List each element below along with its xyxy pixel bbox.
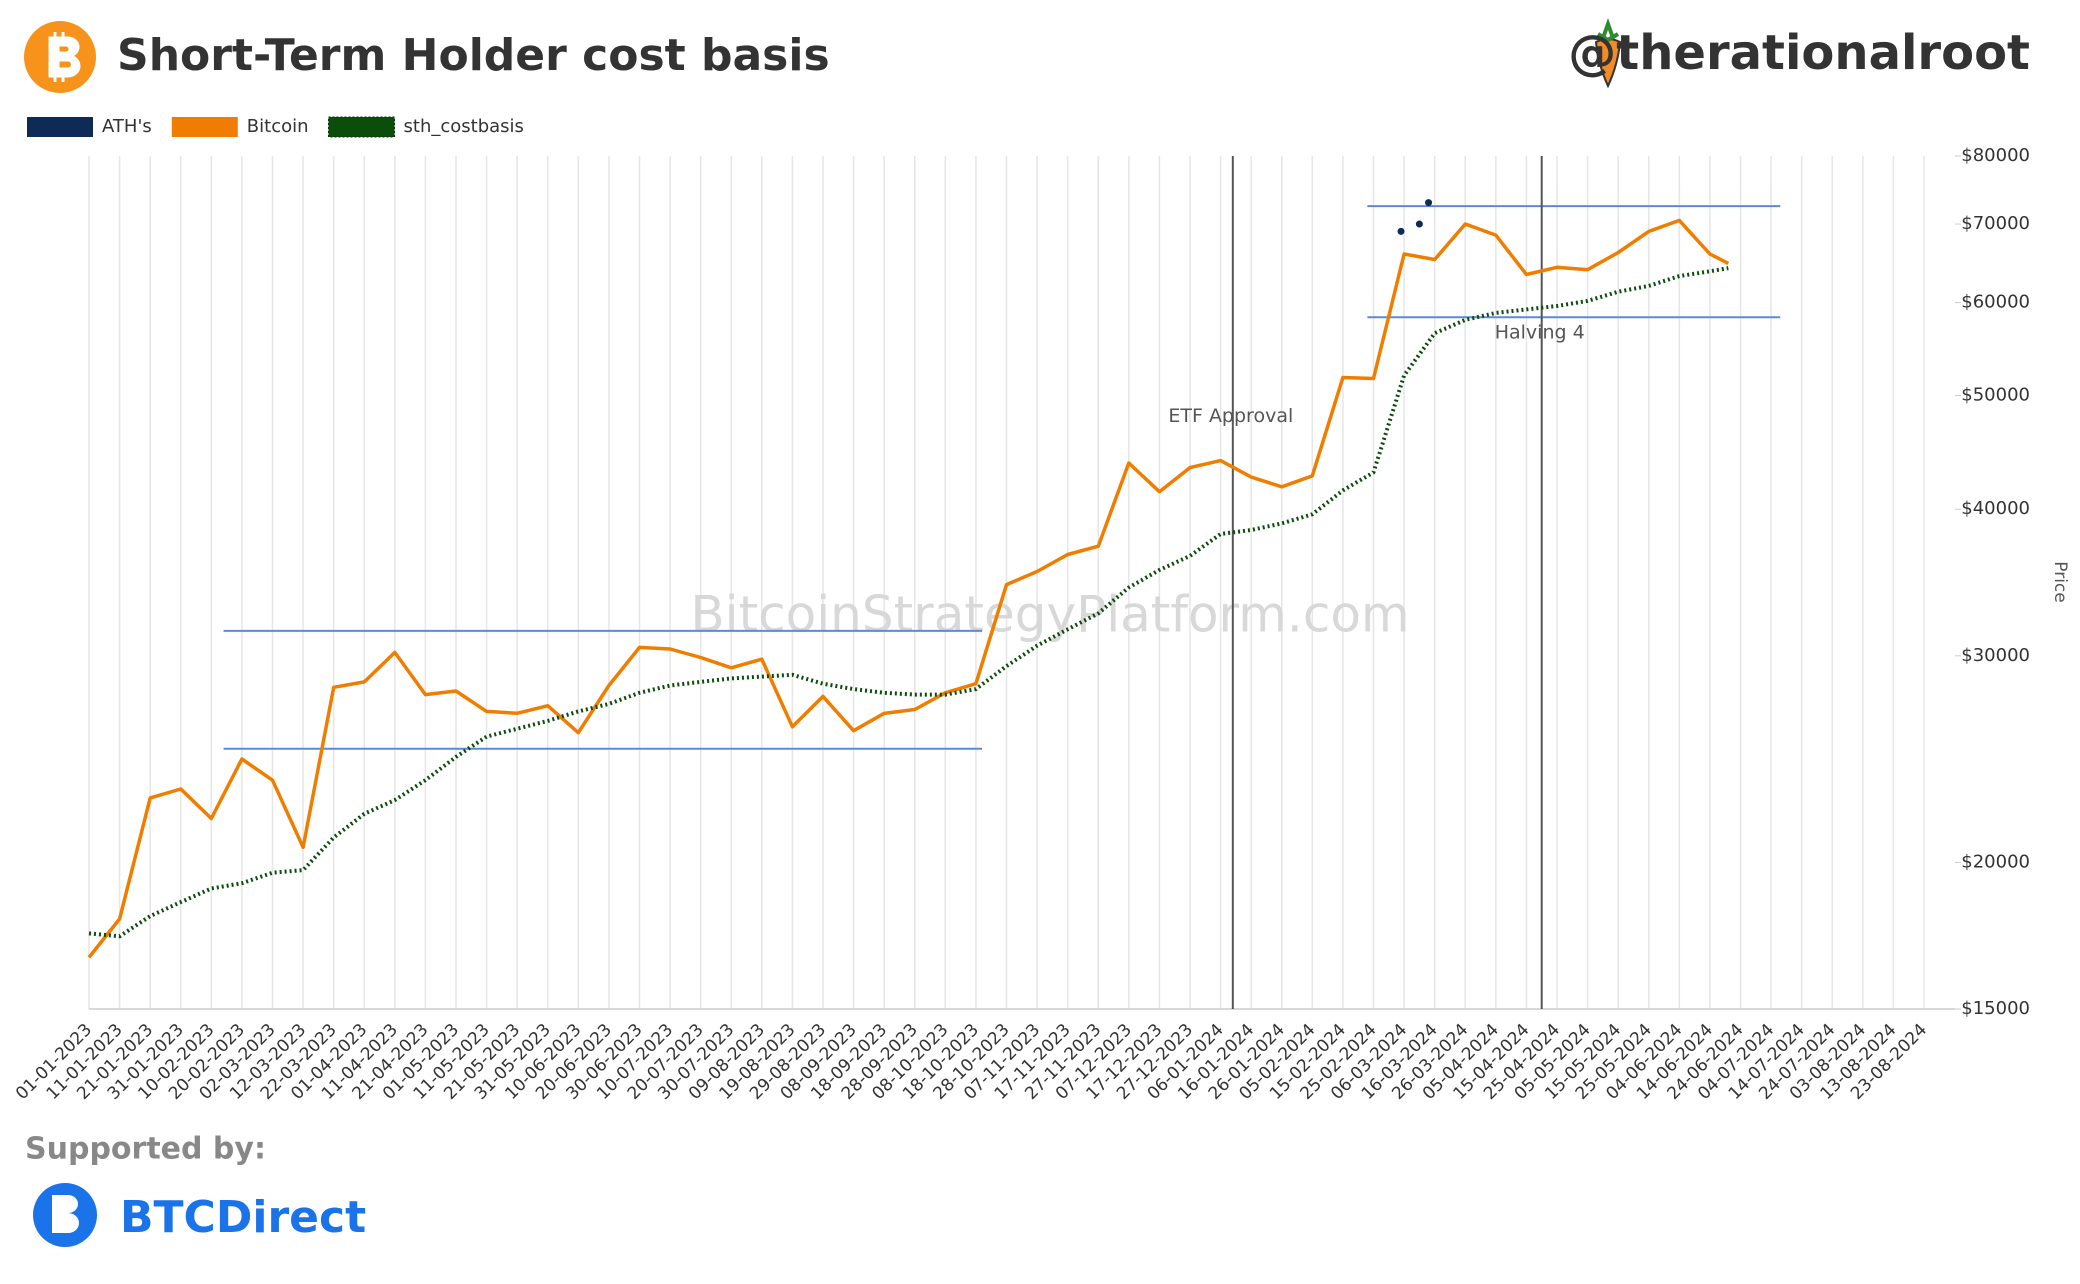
ath-dot — [1397, 227, 1405, 235]
legend-label: sth_costbasis — [404, 116, 524, 137]
series-line — [88, 266, 1729, 939]
legend-label: Bitcoin — [247, 116, 309, 137]
y-tick-label: $60000 — [1961, 292, 2030, 313]
sponsor: BTCDirect — [120, 1192, 366, 1243]
y-tick-label: $80000 — [1961, 145, 2030, 166]
title: Short-Term Holder cost basis — [117, 30, 830, 81]
series-line — [87, 218, 1730, 959]
event-label: ETF Approval — [1168, 405, 1293, 427]
y-tick-label: $15000 — [1961, 998, 2030, 1019]
plot: 01-01-202311-01-202321-01-202331-01-2023… — [12, 145, 2070, 1104]
y-tick-label: $30000 — [1961, 645, 2030, 666]
carrot-leaves — [1596, 18, 1620, 43]
ath-dot — [1425, 199, 1433, 207]
btcdirect-glyph — [52, 1195, 79, 1233]
legend-swatch — [328, 116, 396, 138]
handle: @therationalroot — [1568, 25, 2030, 81]
y-tick-label: $40000 — [1961, 498, 2030, 519]
y-tick-label: $50000 — [1961, 384, 2030, 405]
legend-label: ATH's — [102, 116, 152, 137]
watermark: BitcoinStrategyPlatform.com — [690, 586, 1409, 644]
ath-dot — [1415, 220, 1423, 228]
bitcoin-glyph — [48, 32, 81, 82]
legend-swatch — [27, 117, 93, 137]
event-label: Halving 4 — [1495, 322, 1585, 344]
legend-swatch — [171, 117, 238, 137]
y-tick-label: $20000 — [1961, 851, 2030, 872]
legend: ATH's Bitcoin sth_costbasis — [27, 116, 524, 138]
y-tick-label: $70000 — [1961, 213, 2030, 234]
y-axis-label: Price — [2050, 561, 2070, 602]
supported-by: Supported by: — [25, 1132, 266, 1167]
